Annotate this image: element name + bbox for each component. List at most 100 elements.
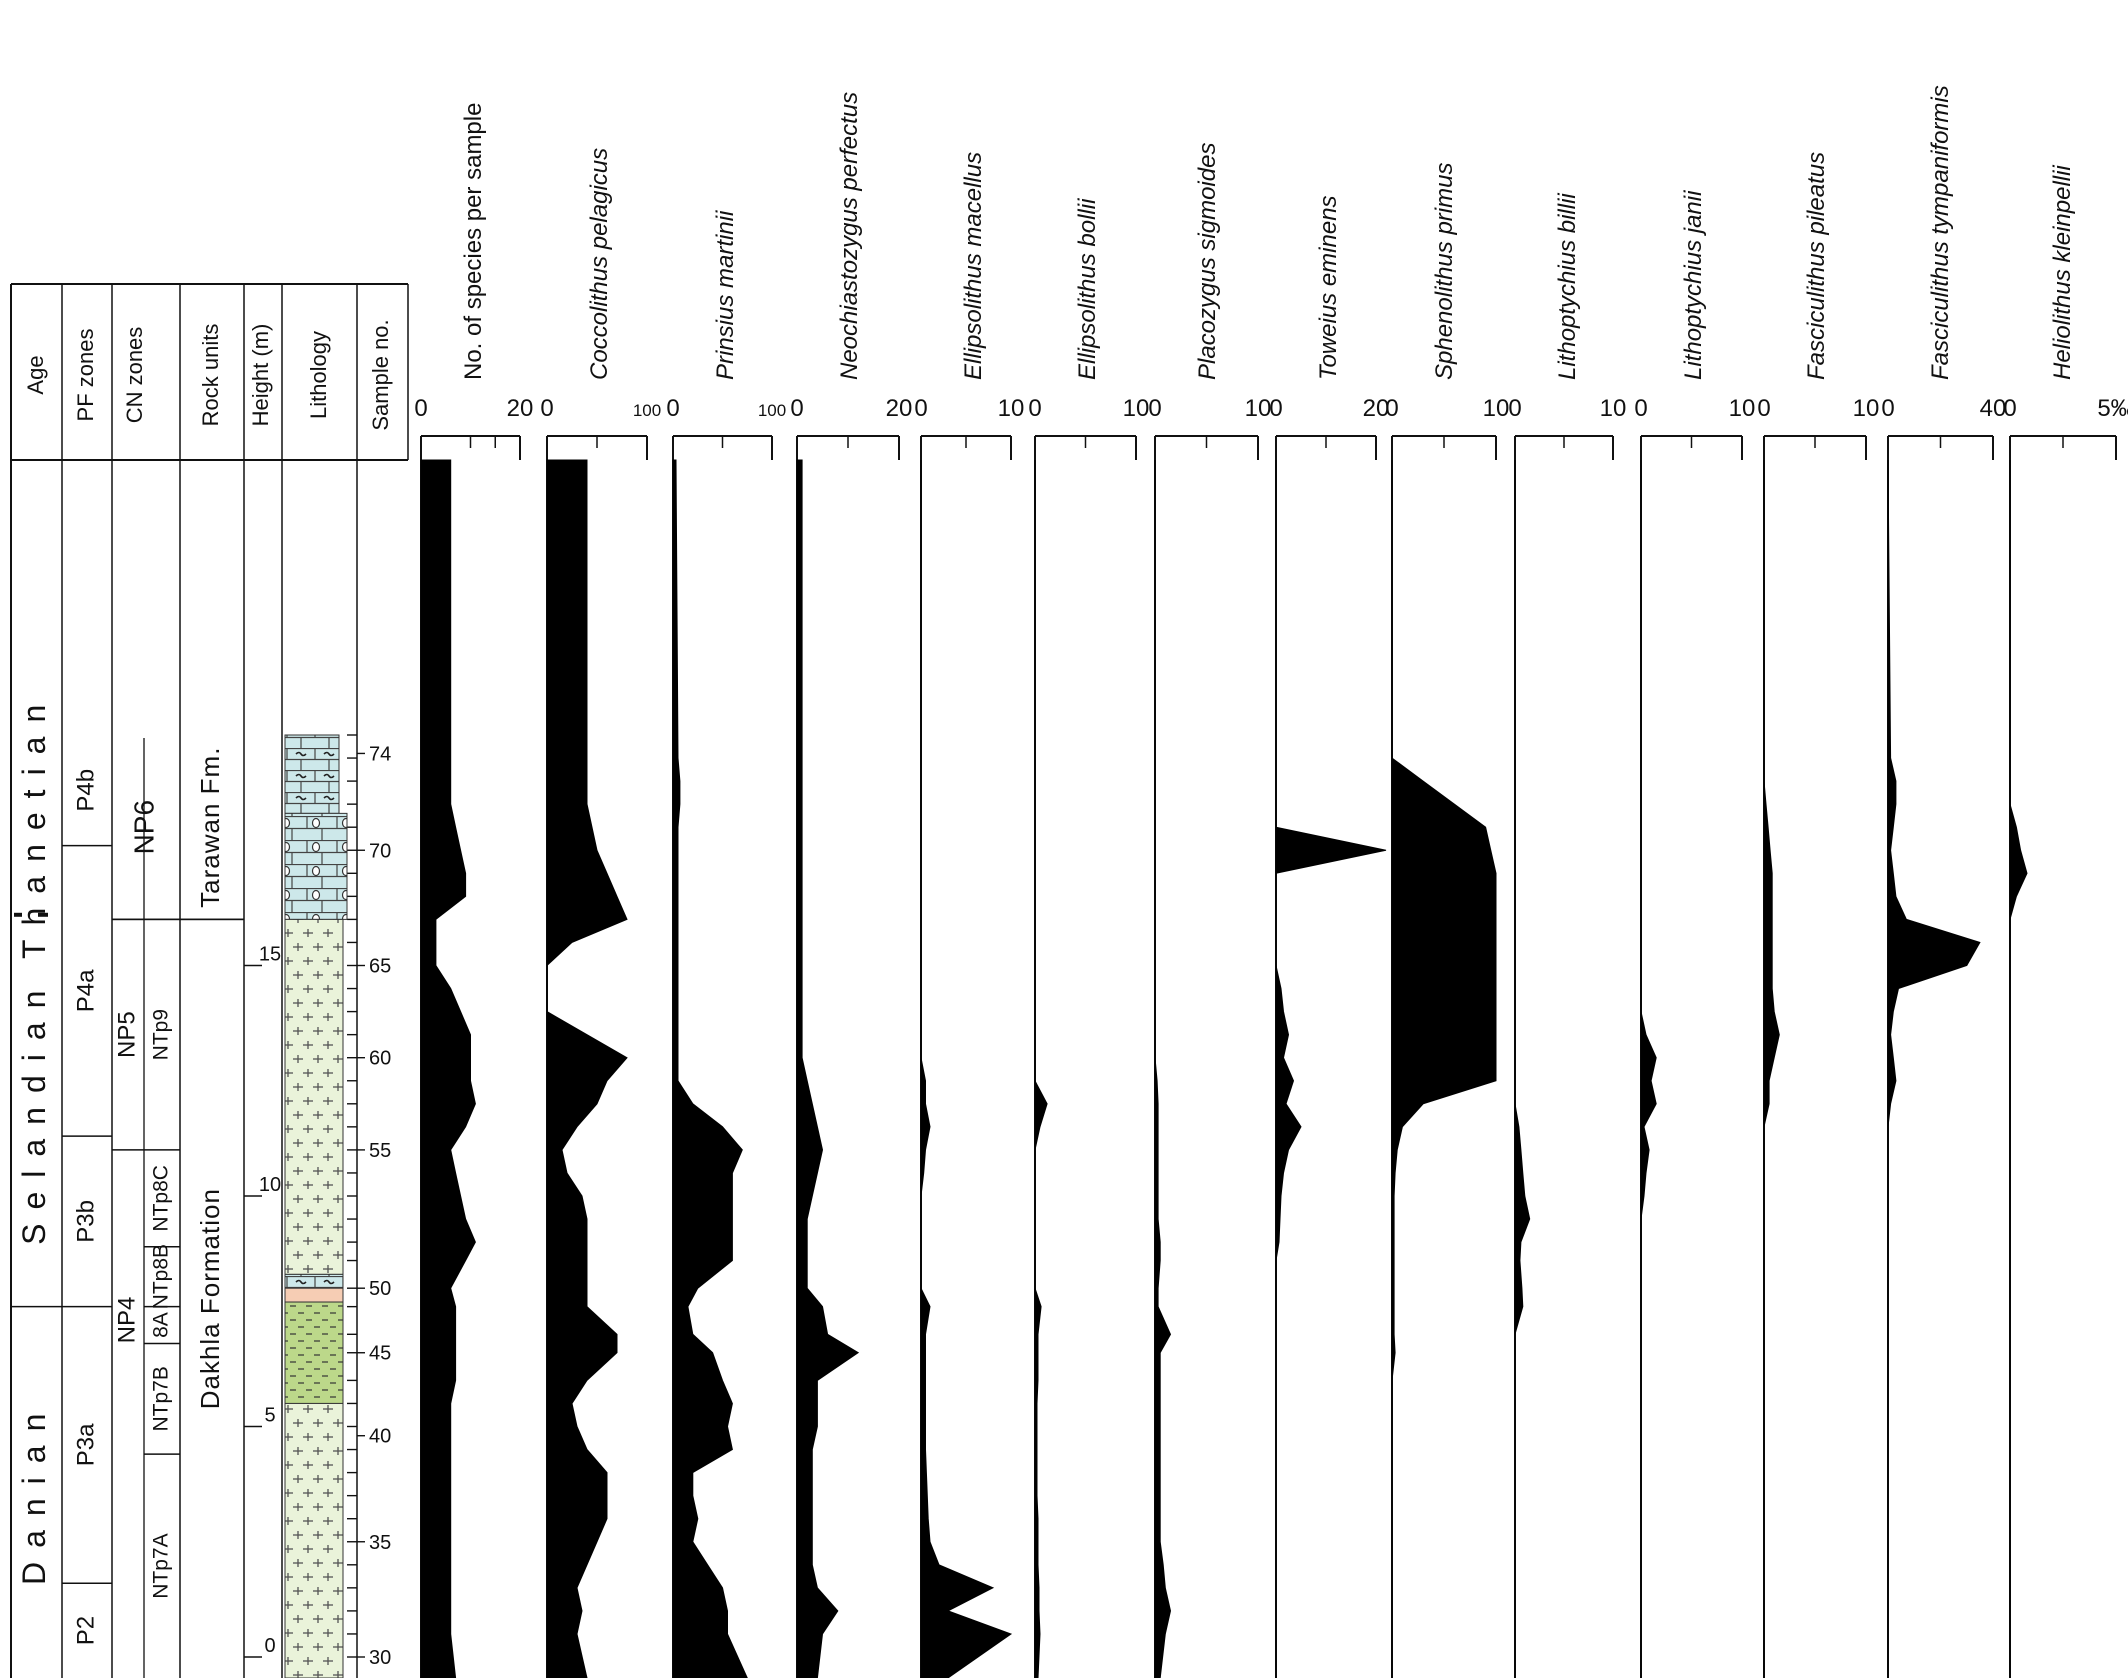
scale-tick-label: 0 <box>1385 395 1398 422</box>
cn_zones-label: NP6 <box>128 800 159 854</box>
sample-number-label: 30 <box>369 1647 391 1669</box>
species-name: Ellipsolithus bollii <box>1074 198 1101 380</box>
cn_zones-label: NP5 <box>113 1011 140 1058</box>
series-column: 0 10 Sphenolithus primus <box>1385 163 1509 1678</box>
sample-number-label: 70 <box>369 840 391 862</box>
series-name: Ellipsolithus bollii <box>1074 198 1101 380</box>
lithology-bed <box>284 812 348 920</box>
series-name: Lithoptychius billii <box>1554 193 1581 380</box>
ntp_zones-zone: NTp9 <box>150 1009 173 1060</box>
scale-tick-label: 100 <box>758 401 786 420</box>
species-abundance-area <box>2009 460 2028 1678</box>
species-name: Fasciculithus tympaniformis <box>1927 85 1954 380</box>
species-name: Lithoptychius billii <box>1554 193 1581 380</box>
pf_zones-zone: P4b <box>72 769 99 812</box>
header-column-title: Lithology <box>306 331 331 419</box>
species-name: Heliolithus kleinpellii <box>2049 165 2076 380</box>
species-abundance-area <box>1514 460 1531 1678</box>
sample-number-label: 40 <box>369 1426 391 1448</box>
cn_zones-zone: NP4 <box>113 1297 140 1344</box>
scale-tick-label: 20 <box>507 395 534 422</box>
rock_units-label: Dakhla Formation <box>195 1188 225 1409</box>
lithology-bed <box>284 1287 344 1303</box>
ntp_zones-label: NTp8B <box>150 1244 173 1309</box>
series-name: Heliolithus kleinpellii <box>2049 165 2076 380</box>
ages-zone: Selandian <box>16 977 52 1245</box>
ntp_zones-zone: NTp7A <box>150 1533 173 1598</box>
series-column: 0 5‰ Heliolithus kleinpellii <box>2003 165 2128 1678</box>
lithology-bed <box>284 1273 344 1289</box>
pf_zones-label: P4a <box>72 969 99 1012</box>
species-abundance-area <box>546 459 628 1678</box>
series-name: Prinsius martinii <box>712 210 739 380</box>
series-name: Lithoptychius janii <box>1680 190 1707 380</box>
species-name: No. of species per sample <box>460 103 487 380</box>
ntp_zones-zone: NTp8B <box>150 1244 173 1309</box>
scale-tick-label: 10 <box>1729 395 1756 422</box>
species-abundance-area <box>420 459 476 1678</box>
header-column-title: Rock units <box>198 324 223 427</box>
species-abundance-area <box>1034 460 1048 1678</box>
species-abundance-area <box>920 460 1013 1678</box>
series-name: Fasciculithus pileatus <box>1803 152 1830 380</box>
species-name: Fasciculithus pileatus <box>1803 152 1830 380</box>
series-column: 0 40 Fasciculithus tympaniformis <box>1881 85 2006 1678</box>
height-tick-label: 0 <box>264 1635 275 1657</box>
scale-tick-label: 0 <box>1757 395 1770 422</box>
ages-zone: Thanetian <box>16 691 52 959</box>
ntp_zones-label: NTp7A <box>150 1533 173 1598</box>
series-name: Fasciculithus tympaniformis <box>1927 85 1954 380</box>
sample-number-label: 45 <box>369 1343 391 1365</box>
series-column: 0 10 Placozygus sigmoides <box>1148 143 1271 1678</box>
scale-tick-label: 100 <box>633 401 661 420</box>
series-column: 0 10 Lithoptychius billii <box>1508 193 1626 1678</box>
pf_zones-zone: P4a <box>72 969 99 1012</box>
sample-number-label: 60 <box>369 1048 391 1070</box>
ages-label: Danian <box>16 1400 52 1585</box>
header-column-label: Height (m) <box>248 324 273 427</box>
series-column: 0 10 Lithoptychius janii <box>1634 190 1755 1678</box>
scale-tick-label: 40 <box>1980 395 2007 422</box>
series-name: No. of species per sample <box>460 103 487 380</box>
scale-tick-label: 0 <box>1508 395 1521 422</box>
scale-tick-label: 10 <box>1483 395 1510 422</box>
ntp_zones-zone: NTp8C <box>150 1165 173 1232</box>
scale-tick-label: 10 <box>1245 395 1272 422</box>
pf_zones-label: P4b <box>72 769 99 812</box>
cn_zones-label: NP4 <box>113 1297 140 1344</box>
scale-tick-label: 0 <box>666 395 679 422</box>
species-name: Lithoptychius janii <box>1680 190 1707 380</box>
lithology-bed <box>284 1402 344 1678</box>
species-abundance-area <box>796 459 860 1678</box>
lithology-bed <box>284 918 344 1275</box>
ages-label: Selandian <box>16 977 52 1245</box>
scale-tick-label: 0 <box>1881 395 1894 422</box>
pf_zones-zone: P3b <box>72 1200 99 1243</box>
header-column-label: PF zones <box>73 329 98 422</box>
series-column: 0 10 Fasciculithus pileatus <box>1757 152 1879 1678</box>
header-column-title: CN zones <box>122 327 147 424</box>
scale-tick-label: 0 <box>1028 395 1041 422</box>
scale-tick-label: 10 <box>1600 395 1627 422</box>
sample-number-label: 55 <box>369 1140 391 1162</box>
pf_zones-label: P3a <box>72 1423 99 1466</box>
scale-tick-label: 20 <box>886 395 913 422</box>
header-column-title: Height (m) <box>248 324 273 427</box>
species-abundance-area <box>1391 460 1497 1678</box>
ntp_zones-zone: NTp7B <box>150 1366 173 1431</box>
sample-number-label: 50 <box>369 1278 391 1300</box>
ntp_zones-label: NTp9 <box>150 1009 173 1060</box>
sample-number-label: 35 <box>369 1532 391 1554</box>
scale-tick-label: 10 <box>1123 395 1150 422</box>
scale-tick-label: 0 <box>1634 395 1647 422</box>
species-name: Placozygus sigmoides <box>1194 143 1221 380</box>
series-column: 0 100 Coccolithus pelagicus <box>540 148 661 1678</box>
ntp_zones-label: NTp7B <box>150 1366 173 1431</box>
rock_units-zone: Dakhla Formation <box>195 1188 225 1409</box>
scale-tick-label: 5‰ <box>2097 395 2128 422</box>
header-column-label: Rock units <box>198 324 223 427</box>
species-name: Sphenolithus primus <box>1431 163 1458 380</box>
species-name: Ellipsolithus macellus <box>960 152 987 380</box>
lithology-bed <box>284 734 340 814</box>
series-column: 0 20 No. of species per sample <box>414 103 533 1678</box>
